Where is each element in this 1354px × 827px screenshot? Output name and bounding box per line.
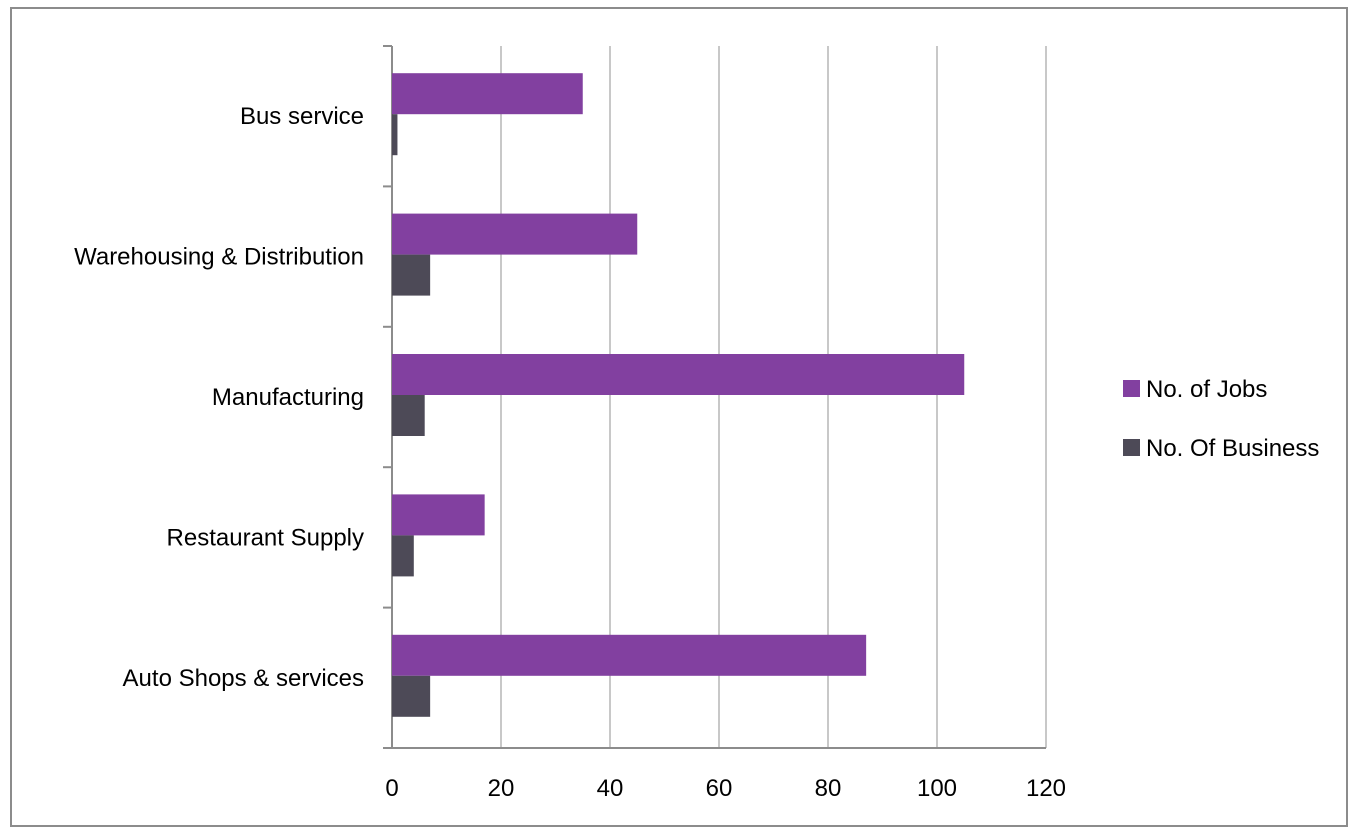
x-tick-label: 120: [1026, 775, 1066, 802]
legend: No. of Jobs No. Of Business: [1123, 376, 1319, 462]
x-tick-label: 0: [385, 775, 398, 802]
legend-swatch: [1123, 439, 1140, 456]
x-tick-label: 80: [815, 775, 842, 802]
bars: [392, 73, 965, 717]
x-tick-labels: 0 20 40 60 80 100 120: [385, 775, 1066, 802]
x-tick-label: 60: [706, 775, 733, 802]
bar: [392, 634, 867, 676]
chart-frame: [10, 7, 1348, 827]
category-labels: Bus service Warehousing & Distribution Man…: [74, 103, 364, 692]
category-label: Warehousing & Distribution: [74, 244, 364, 271]
legend-swatch: [1123, 380, 1140, 397]
category-label: Auto Shops & services: [123, 665, 364, 692]
bar: [392, 494, 485, 536]
x-tick-label: 20: [488, 775, 515, 802]
x-tick-label: 100: [917, 775, 957, 802]
bar: [392, 395, 425, 436]
bar: [392, 675, 431, 717]
gridlines: [500, 46, 1047, 748]
bar: [392, 254, 431, 296]
x-tick-label: 40: [597, 775, 624, 802]
bar: [392, 535, 414, 577]
bar: [392, 114, 398, 156]
category-label: Manufacturing: [212, 384, 364, 411]
bar: [392, 354, 965, 395]
category-label: Restaurant Supply: [167, 524, 364, 551]
legend-label: No. of Jobs: [1146, 376, 1267, 403]
category-label: Bus service: [240, 103, 364, 130]
bar: [392, 213, 638, 255]
y-ticks: [383, 45, 392, 749]
bar: [392, 73, 583, 115]
legend-label: No. Of Business: [1146, 435, 1319, 462]
